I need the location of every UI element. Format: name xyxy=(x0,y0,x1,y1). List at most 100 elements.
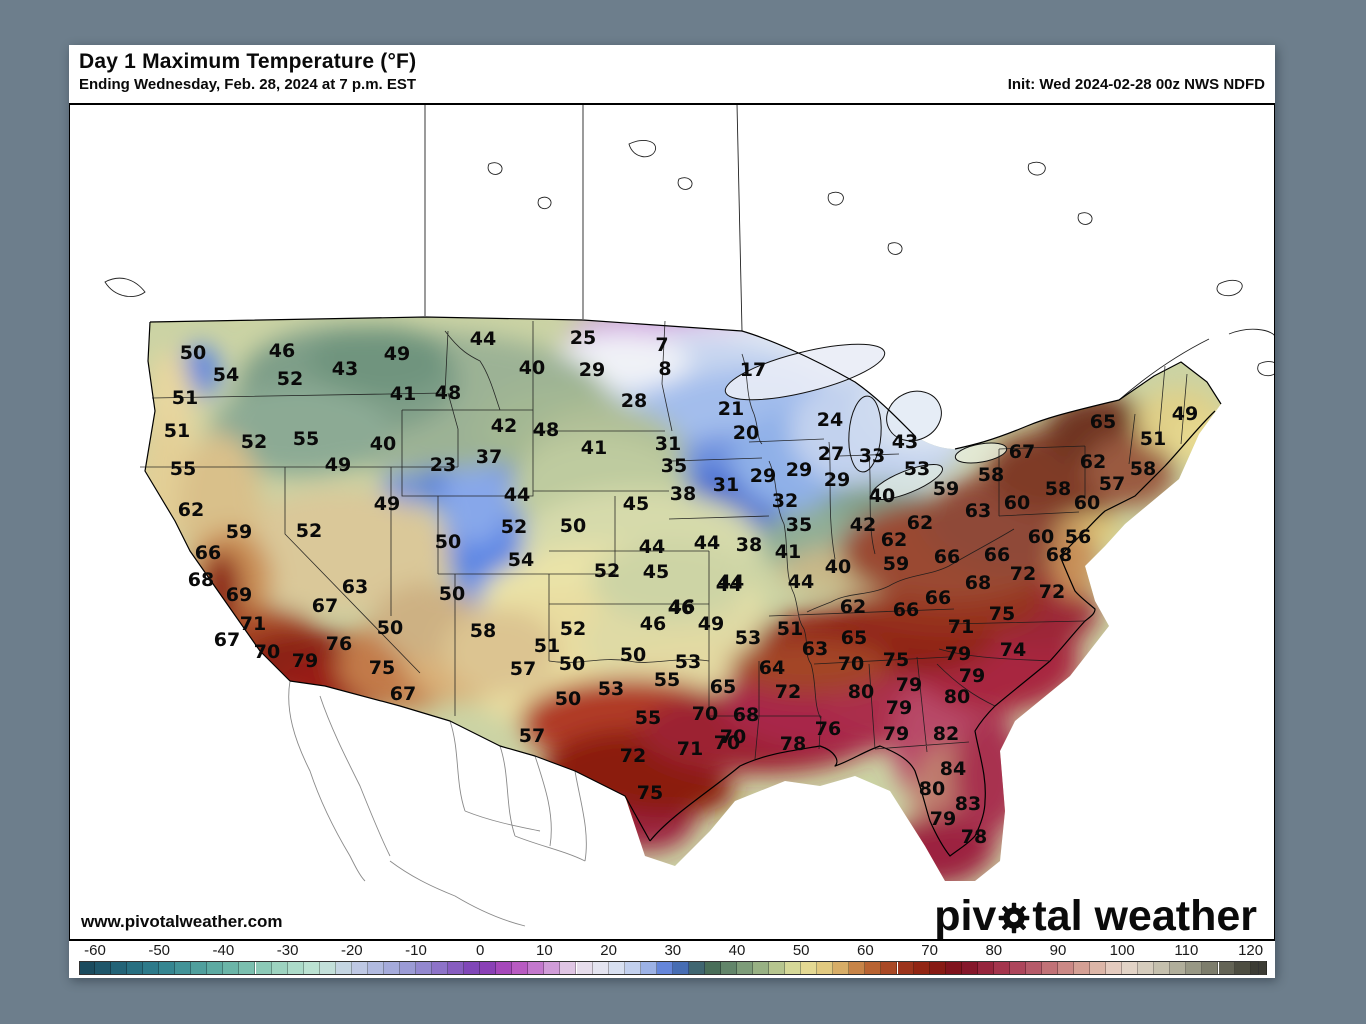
colorbar-segment xyxy=(720,961,737,975)
station-temp-value: 76 xyxy=(815,718,841,740)
station-temp-value: 40 xyxy=(825,556,851,578)
colorbar-segment xyxy=(351,961,368,975)
station-temp-value: 41 xyxy=(390,383,416,405)
station-temp-value: 41 xyxy=(581,437,607,459)
station-temp-value: 75 xyxy=(369,657,395,679)
colorbar-segment xyxy=(175,961,192,975)
station-temp-value: 52 xyxy=(501,516,527,538)
colorbar-tick-label: 60 xyxy=(857,942,874,959)
station-temp-value: 79 xyxy=(930,808,956,830)
station-temp-value: 48 xyxy=(533,419,559,441)
colorbar-segment xyxy=(111,961,128,975)
colorbar-segment xyxy=(287,961,304,975)
colorbar-segment xyxy=(977,961,994,975)
station-temp-value: 50 xyxy=(439,583,465,605)
colorbar-segment xyxy=(303,961,320,975)
station-temp-value: 44 xyxy=(639,536,665,558)
colorbar-segment xyxy=(271,961,288,975)
colorbar-segment xyxy=(95,961,112,975)
station-temp-value: 43 xyxy=(332,358,358,380)
colorbar-tick-label: -20 xyxy=(340,942,363,959)
station-temp-value: 40 xyxy=(869,485,895,507)
colorbar-tick-label: 80 xyxy=(985,942,1003,959)
station-temp-value: 72 xyxy=(1039,581,1065,603)
colorbar-tick-label: 100 xyxy=(1109,942,1135,959)
station-temp-value: 49 xyxy=(384,343,410,365)
colorbar-segment xyxy=(624,961,641,975)
station-temp-value: 83 xyxy=(955,793,981,815)
station-temp-value: 51 xyxy=(777,618,803,640)
station-temp-value: 79 xyxy=(896,674,922,696)
colorbar-segment xyxy=(127,961,144,975)
station-temp-value: 46 xyxy=(640,613,666,635)
colorbar-segment xyxy=(223,961,240,975)
colorbar-segment xyxy=(656,961,673,975)
station-temp-value: 78 xyxy=(780,733,806,755)
colorbar-segment xyxy=(785,961,802,975)
station-temp-value: 38 xyxy=(736,534,762,556)
station-temp-value: 62 xyxy=(178,499,204,521)
us-outline xyxy=(144,316,1222,857)
colorbar-segment xyxy=(143,961,160,975)
station-temp-value: 51 xyxy=(172,387,198,409)
station-temp-value: 44 xyxy=(694,532,720,554)
colorbar-segment xyxy=(1122,961,1139,975)
colorbar-segment xyxy=(464,961,481,975)
colorbar-segment xyxy=(817,961,834,975)
station-temp-value: 27 xyxy=(818,443,844,465)
station-temp-value: 60 xyxy=(1028,526,1054,548)
station-temp-value: 68 xyxy=(965,572,991,594)
map-header: Day 1 Maximum Temperature (°F) Ending We… xyxy=(69,45,1275,103)
colorbar-segment xyxy=(159,961,176,975)
colorbar-segment xyxy=(753,961,770,975)
station-temp-value: 58 xyxy=(1130,458,1156,480)
station-temp-value: 66 xyxy=(195,542,221,564)
station-temp-value: 49 xyxy=(698,613,724,635)
station-temp-value: 79 xyxy=(886,697,912,719)
station-temp-value: 51 xyxy=(534,635,560,657)
colorbar-segment xyxy=(945,961,962,975)
colorbar-segment xyxy=(1186,961,1203,975)
station-temp-value: 37 xyxy=(476,446,502,468)
station-temp-value: 7 xyxy=(655,334,668,356)
station-temp-value: 53 xyxy=(904,458,930,480)
colorbar-tick-label: 30 xyxy=(664,942,682,959)
colorbar-segment xyxy=(576,961,593,975)
weather-map-page: Day 1 Maximum Temperature (°F) Ending We… xyxy=(69,45,1275,978)
station-temp-value: 60 xyxy=(1074,492,1100,514)
lake-huron xyxy=(886,390,942,442)
colorbar-segment xyxy=(1250,961,1267,975)
colorbar-segment xyxy=(1154,961,1171,975)
station-temp-value: 44 xyxy=(504,484,530,506)
station-temp-value: 66 xyxy=(934,546,960,568)
station-temp-value: 35 xyxy=(786,514,812,536)
station-temp-value: 45 xyxy=(623,493,649,515)
station-temp-value: 50 xyxy=(180,342,206,364)
station-temp-value: 75 xyxy=(637,782,663,804)
station-temp-value: 31 xyxy=(713,474,739,496)
station-temp-value: 53 xyxy=(675,651,701,673)
station-temp-value: 76 xyxy=(326,633,352,655)
station-temp-value: 62 xyxy=(1080,451,1106,473)
station-temp-value: 45 xyxy=(643,561,669,583)
station-temp-value: 41 xyxy=(775,541,801,563)
valid-time-label: Ending Wednesday, Feb. 28, 2024 at 7 p.m… xyxy=(79,76,417,93)
station-temp-value: 52 xyxy=(277,368,303,390)
station-temp-value: 70 xyxy=(692,703,718,725)
station-temp-value: 52 xyxy=(594,560,620,582)
logo-text-tal-weather: tal weather xyxy=(1032,892,1257,940)
station-temp-value: 23 xyxy=(430,454,456,476)
state-borders xyxy=(140,320,1188,760)
colorbar-segment xyxy=(383,961,400,975)
colorbar-segment xyxy=(1041,961,1058,975)
station-temp-value: 29 xyxy=(750,465,776,487)
station-temp-value: 50 xyxy=(559,653,585,675)
station-temp-value: 64 xyxy=(759,657,785,679)
colorbar-segment xyxy=(913,961,930,975)
station-temp-value: 57 xyxy=(510,658,536,680)
station-temp-value: 69 xyxy=(226,584,252,606)
colorbar-segment xyxy=(897,961,914,975)
station-temp-value: 71 xyxy=(948,616,974,638)
colorbar-segment xyxy=(560,961,577,975)
station-temp-value: 49 xyxy=(374,493,400,515)
